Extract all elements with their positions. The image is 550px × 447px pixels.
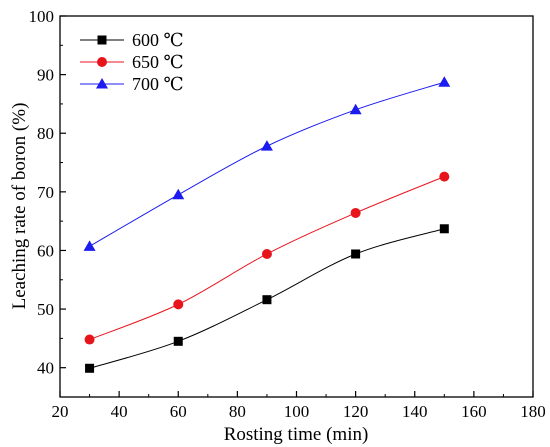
data-point-2: [349, 103, 362, 115]
data-point-0: [439, 224, 449, 234]
data-point-0: [351, 249, 361, 259]
x-tick-label: 100: [284, 402, 310, 421]
legend-label: 650 ℃: [132, 52, 184, 72]
legend-label: 600 ℃: [132, 30, 184, 50]
data-point-2: [172, 188, 185, 200]
data-point-2: [83, 240, 96, 251]
x-tick-label: 80: [229, 402, 246, 421]
y-axis-label: Leaching rate of boron (%): [9, 103, 30, 310]
legend-marker: [96, 78, 108, 89]
data-point-1: [84, 334, 95, 345]
y-tick-label: 100: [29, 7, 55, 26]
x-axis-label: Rosting time (min): [224, 424, 369, 445]
data-point-0: [173, 336, 183, 346]
y-tick-label: 80: [37, 124, 54, 143]
data-point-1: [261, 248, 272, 259]
data-point-1: [350, 207, 361, 218]
data-point-1: [173, 299, 184, 310]
y-tick-label: 50: [37, 300, 54, 319]
data-point-2: [260, 140, 273, 151]
x-tick-label: 180: [520, 402, 546, 421]
data-point-1: [439, 171, 450, 182]
series-lines: [89, 81, 445, 369]
data-point-0: [85, 363, 95, 373]
legend-marker: [97, 57, 107, 67]
x-tick-label: 140: [402, 402, 428, 421]
data-point-2: [438, 76, 451, 87]
legend-marker: [97, 35, 107, 45]
legend-label: 700 ℃: [132, 74, 184, 94]
series-markers: [83, 76, 451, 373]
y-tick-label: 70: [37, 183, 54, 202]
y-tick-label: 60: [37, 241, 54, 260]
x-tick-label: 60: [170, 402, 187, 421]
plot-frame: [59, 15, 534, 398]
x-tick-label: 160: [461, 402, 487, 421]
series-line-2: [89, 81, 445, 247]
axis-ticks: 20 40 60 80 100 120 140 160 180 40 50 60 70 80 90 100: [29, 7, 546, 421]
x-tick-label: 20: [52, 402, 69, 421]
x-tick-label: 120: [343, 402, 369, 421]
y-tick-label: 40: [37, 359, 54, 378]
data-point-0: [262, 295, 272, 305]
y-tick-label: 90: [37, 66, 54, 85]
x-tick-label: 40: [111, 402, 128, 421]
